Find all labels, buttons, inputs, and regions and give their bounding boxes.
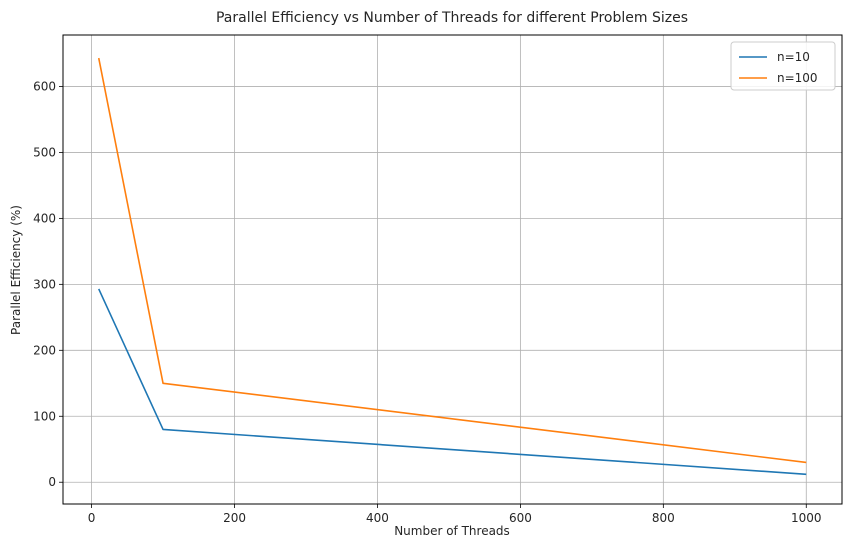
- series-line-n=100: [97, 57, 807, 464]
- x-tick-label: 600: [509, 511, 532, 525]
- x-tick-label: 400: [366, 511, 389, 525]
- x-tick-label: 1000: [791, 511, 822, 525]
- series-line-n=10: [98, 288, 807, 476]
- y-tick-label: 400: [33, 211, 56, 225]
- y-tick-label: 0: [48, 475, 56, 489]
- chart-title: Parallel Efficiency vs Number of Threads…: [216, 10, 688, 26]
- x-ticks: 0 200 400 600 800 1000: [88, 504, 822, 525]
- y-tick-label: 200: [33, 343, 56, 357]
- grid: [63, 35, 842, 504]
- legend-label: n=100: [777, 71, 818, 85]
- plot-frame: [62, 34, 843, 505]
- y-tick-label: 100: [33, 409, 56, 423]
- series-group: [97, 57, 807, 476]
- legend: n=10 n=100: [730, 41, 836, 91]
- x-tick-label: 800: [652, 511, 675, 525]
- y-axis-label: Parallel Efficiency (%): [9, 205, 23, 335]
- x-tick-label: 200: [223, 511, 246, 525]
- y-tick-label: 600: [33, 79, 56, 93]
- x-tick-label: 0: [88, 511, 96, 525]
- legend-label: n=10: [777, 50, 810, 64]
- y-tick-label: 300: [33, 277, 56, 291]
- x-axis-label: Number of Threads: [394, 524, 510, 538]
- y-ticks: 0 100 200 300 400 500 600: [33, 79, 63, 489]
- y-tick-label: 500: [33, 145, 56, 159]
